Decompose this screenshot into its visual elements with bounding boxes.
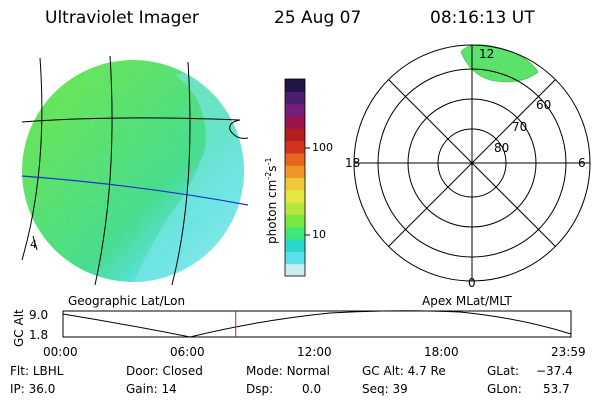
glat-value: −37.4 <box>536 364 573 378</box>
glon-label: GLon: <box>487 382 522 396</box>
timeline-xtick-1200: 12:00 <box>297 345 332 359</box>
gc-alt-status: GC Alt: 4.7 Re <box>362 364 446 378</box>
colorbar-segment <box>285 202 305 215</box>
mlat-label-80: 80 <box>494 141 510 155</box>
colorbar-segment <box>285 91 305 105</box>
colorbar-segment <box>285 165 305 178</box>
instrument-title: Ultraviolet Imager <box>45 8 199 28</box>
mlt-label-6: 6 <box>578 156 586 170</box>
polar-plot <box>353 44 591 282</box>
timeline-ylabel: GC Alt <box>12 309 26 347</box>
apex-title: Apex MLat/MLT <box>422 294 512 308</box>
colorbar-segment <box>285 140 305 154</box>
mlat-label-70: 70 <box>512 120 528 134</box>
timeline-ytick-1-8: 1.8 <box>29 328 49 342</box>
colorbar-segment <box>285 79 305 92</box>
colorbar-segment <box>285 128 305 142</box>
colorbar-segment <box>285 263 305 277</box>
mlt-label-0: 0 <box>468 276 476 290</box>
mlt-label-18: 18 <box>345 156 361 170</box>
time-label: 08:16:13 UT <box>430 8 535 28</box>
mlat-label-60: 60 <box>536 98 552 112</box>
filter-status: Flt: LBHL <box>10 364 64 378</box>
colorbar-tick-10: 10 <box>312 228 326 241</box>
gain-status: Gain: 14 <box>126 382 177 396</box>
orbit-timeline <box>62 310 572 338</box>
colorbar-segment <box>285 214 305 228</box>
colorbar-segment <box>285 189 305 203</box>
mode-status: Mode: Normal <box>246 364 330 378</box>
colorbar-segment <box>285 103 305 117</box>
timeline-xtick-0000: 00:00 <box>43 345 78 359</box>
colorbar-segment <box>285 239 305 252</box>
ip-status: IP: 36.0 <box>10 382 56 396</box>
seq-status: Seq: 39 <box>362 382 408 396</box>
door-status: Door: Closed <box>126 364 203 378</box>
colorbar-segment <box>285 251 305 265</box>
date-label: 25 Aug 07 <box>274 8 362 28</box>
timeline-xtick-0600: 06:00 <box>170 345 205 359</box>
geographic-title: Geographic Lat/Lon <box>68 294 186 308</box>
timeline-xtick-1800: 18:00 <box>424 345 459 359</box>
geographic-grid <box>21 55 249 286</box>
colorbar-segment <box>285 177 305 191</box>
geographic-equator-line <box>21 175 249 206</box>
dsp-label: Dsp: <box>246 382 274 396</box>
dsp-value: 0.0 <box>302 382 322 396</box>
mlt-label-12: 12 <box>479 47 495 61</box>
timeline-xtick-2359: 23:59 <box>551 345 586 359</box>
timeline-ytick-9: 9.0 <box>29 308 49 322</box>
grid-mark: 4 <box>30 238 37 251</box>
colorbar-segment <box>285 115 305 129</box>
uv-image-disc <box>22 60 244 282</box>
glat-label: GLat: <box>487 364 520 378</box>
colorbar-segment <box>285 226 305 240</box>
colorbar-tick-100: 100 <box>312 141 333 154</box>
glon-value: 53.7 <box>543 382 570 396</box>
colorbar-segment <box>285 152 305 166</box>
colorbar <box>285 79 305 277</box>
colorbar-label: photon cm-2s-1 <box>264 157 279 244</box>
